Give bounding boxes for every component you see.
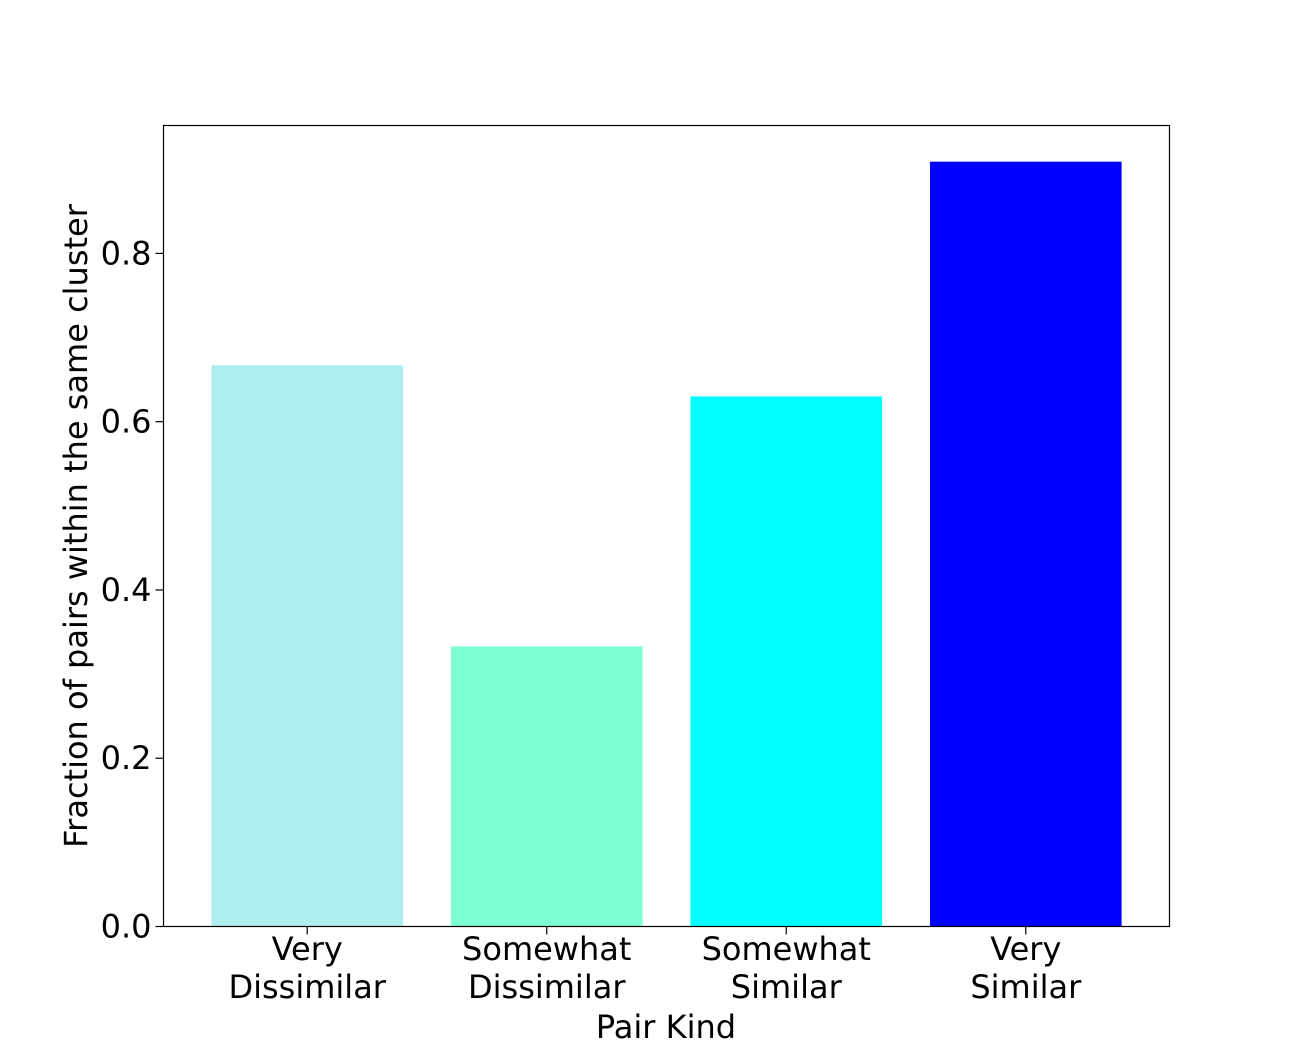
bar-1 xyxy=(450,646,643,927)
bar-2 xyxy=(690,396,883,927)
y-axis-label: Fraction of pairs within the same cluste… xyxy=(57,203,95,848)
bar-0 xyxy=(211,365,404,927)
x-tick-label: Somewhat Similar xyxy=(702,930,871,1006)
y-axis-ticks: 0.0 0.2 0.4 0.6 0.8 xyxy=(101,234,164,946)
x-axis-label: Pair Kind xyxy=(596,1008,736,1040)
x-tick-label: Very Similar xyxy=(970,930,1082,1006)
x-axis-ticks: Very Dissimilar Somewhat Dissimilar Somewhat… xyxy=(228,926,1082,1006)
bars-layer xyxy=(211,161,1122,927)
x-tick-label: Somewhat Dissimilar xyxy=(462,930,631,1006)
x-tick-label: Very Dissimilar xyxy=(228,930,386,1006)
plot-frame xyxy=(162,124,1171,928)
y-tick-label: 0.4 xyxy=(101,571,152,609)
y-tick-label: 0.6 xyxy=(101,403,152,441)
y-tick-label: 0.2 xyxy=(101,739,152,777)
bar-3 xyxy=(929,161,1122,927)
y-tick-label: 0.8 xyxy=(101,234,152,272)
y-tick-label: 0.0 xyxy=(101,908,152,946)
